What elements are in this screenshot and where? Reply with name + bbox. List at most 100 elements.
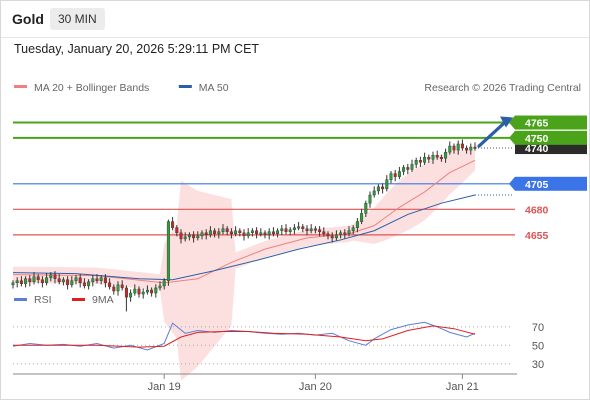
candle-body [179,232,183,240]
candle-body [99,277,103,281]
candle-body [141,291,145,295]
candle-body [204,232,208,236]
candle-body [91,278,95,283]
candle-body [309,228,313,231]
candle-body [330,235,334,239]
candle-body [225,228,229,232]
rsi-legend-label-1: 9MA [92,294,114,306]
candle-body [36,276,40,280]
level-label-4705: 4705 [525,179,549,191]
candle-body [124,287,128,298]
candle-body [242,232,246,237]
rsi-legend-swatch-0 [14,298,27,301]
legend-swatch-1 [178,85,192,88]
rsi-9ma-line [13,325,476,348]
candle-body [49,274,53,278]
level-badge-4765 [515,115,587,130]
candle-body [213,230,217,235]
timeframe-badge[interactable]: 30 MIN [50,8,105,30]
candle-body [246,232,250,237]
candle-body [162,280,166,287]
level-badge-pointer-4750 [509,130,515,145]
candle-body [196,235,200,239]
candle-body [271,231,275,235]
candle-body [154,287,158,294]
candle-body [200,232,204,237]
candle-body [255,230,259,235]
candle-body [343,232,347,235]
candle-body [435,154,439,158]
candle-body [305,228,309,231]
candle-body [439,157,443,159]
x-tick-label-1: Jan 20 [299,381,332,393]
candle-body [112,286,116,292]
x-tick-label-0: Jan 19 [148,381,181,393]
candle-body [70,280,74,286]
candle-body [234,230,238,235]
candle-body [116,284,120,292]
candle-body [229,231,233,235]
candle-body [418,160,422,163]
projection-arrow-shaft [477,118,509,148]
level-label-4655: 4655 [525,230,549,242]
candle-body [368,194,372,204]
candle-body [175,227,179,233]
rsi-legend-label-0: RSI [34,294,52,306]
rsi-tick-50: 50 [532,340,544,352]
level-badge-pointer-4705 [509,176,515,191]
candle-body [129,292,133,298]
candle-body [393,173,397,177]
candle-body [183,236,187,240]
level-label-4680: 4680 [525,204,549,216]
candle-body [208,230,212,236]
candle-body [284,228,288,232]
candle-body [389,173,393,180]
projection-arrow-head [500,116,513,128]
level-badge-4705 [515,176,587,191]
header-bar: Gold 30 MIN [1,1,589,38]
candle-body [318,229,322,232]
level-badge-4750 [515,130,587,145]
candle-body [166,221,170,281]
candle-body [397,171,401,177]
candle-body [11,282,15,286]
candle-body [322,231,326,235]
candle-body [32,276,36,283]
candle-body [406,167,410,170]
candle-body [133,288,137,294]
instrument-title: Gold [12,11,44,27]
candle-body [61,279,65,283]
candle-body [28,278,32,283]
candle-body [460,143,464,149]
candle-body [414,160,418,165]
candle-body [78,277,82,284]
bollinger-band [13,150,475,381]
current-price-label: 4740 [525,143,549,155]
candle-body [427,157,431,160]
candle-body [444,151,448,159]
candle-body [217,231,221,235]
candle-body [15,280,19,284]
candle-body [57,278,61,283]
candle-body [19,280,23,285]
candle-body [351,227,355,231]
candle-body [410,164,414,170]
source-note: Research © 2026 Trading Central [424,82,581,94]
candle-body [301,226,305,229]
candle-body [385,179,389,190]
candle-body [402,167,406,172]
candle-body [192,234,196,239]
legend-label-1: MA 50 [199,82,229,94]
candle-body [120,284,124,289]
candle-body [82,282,86,287]
candle-body [24,278,28,285]
candle-body [108,282,112,288]
candle-body [456,143,460,151]
candle-body [372,190,376,196]
level-label-4750: 4750 [525,133,549,145]
candle-body [292,227,296,230]
legend-label-0: MA 20 + Bollinger Bands [34,82,149,94]
candle-body [40,279,44,284]
